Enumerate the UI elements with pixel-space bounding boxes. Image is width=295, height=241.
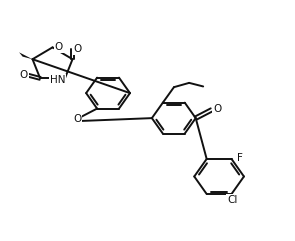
Text: O: O	[213, 104, 221, 114]
Text: O: O	[55, 42, 63, 52]
Text: HN: HN	[50, 74, 65, 85]
Text: F: F	[237, 153, 242, 162]
Polygon shape	[19, 52, 32, 59]
Text: O: O	[73, 114, 81, 124]
Text: O: O	[20, 70, 28, 80]
Text: O: O	[73, 44, 81, 54]
Text: Cl: Cl	[227, 195, 237, 205]
